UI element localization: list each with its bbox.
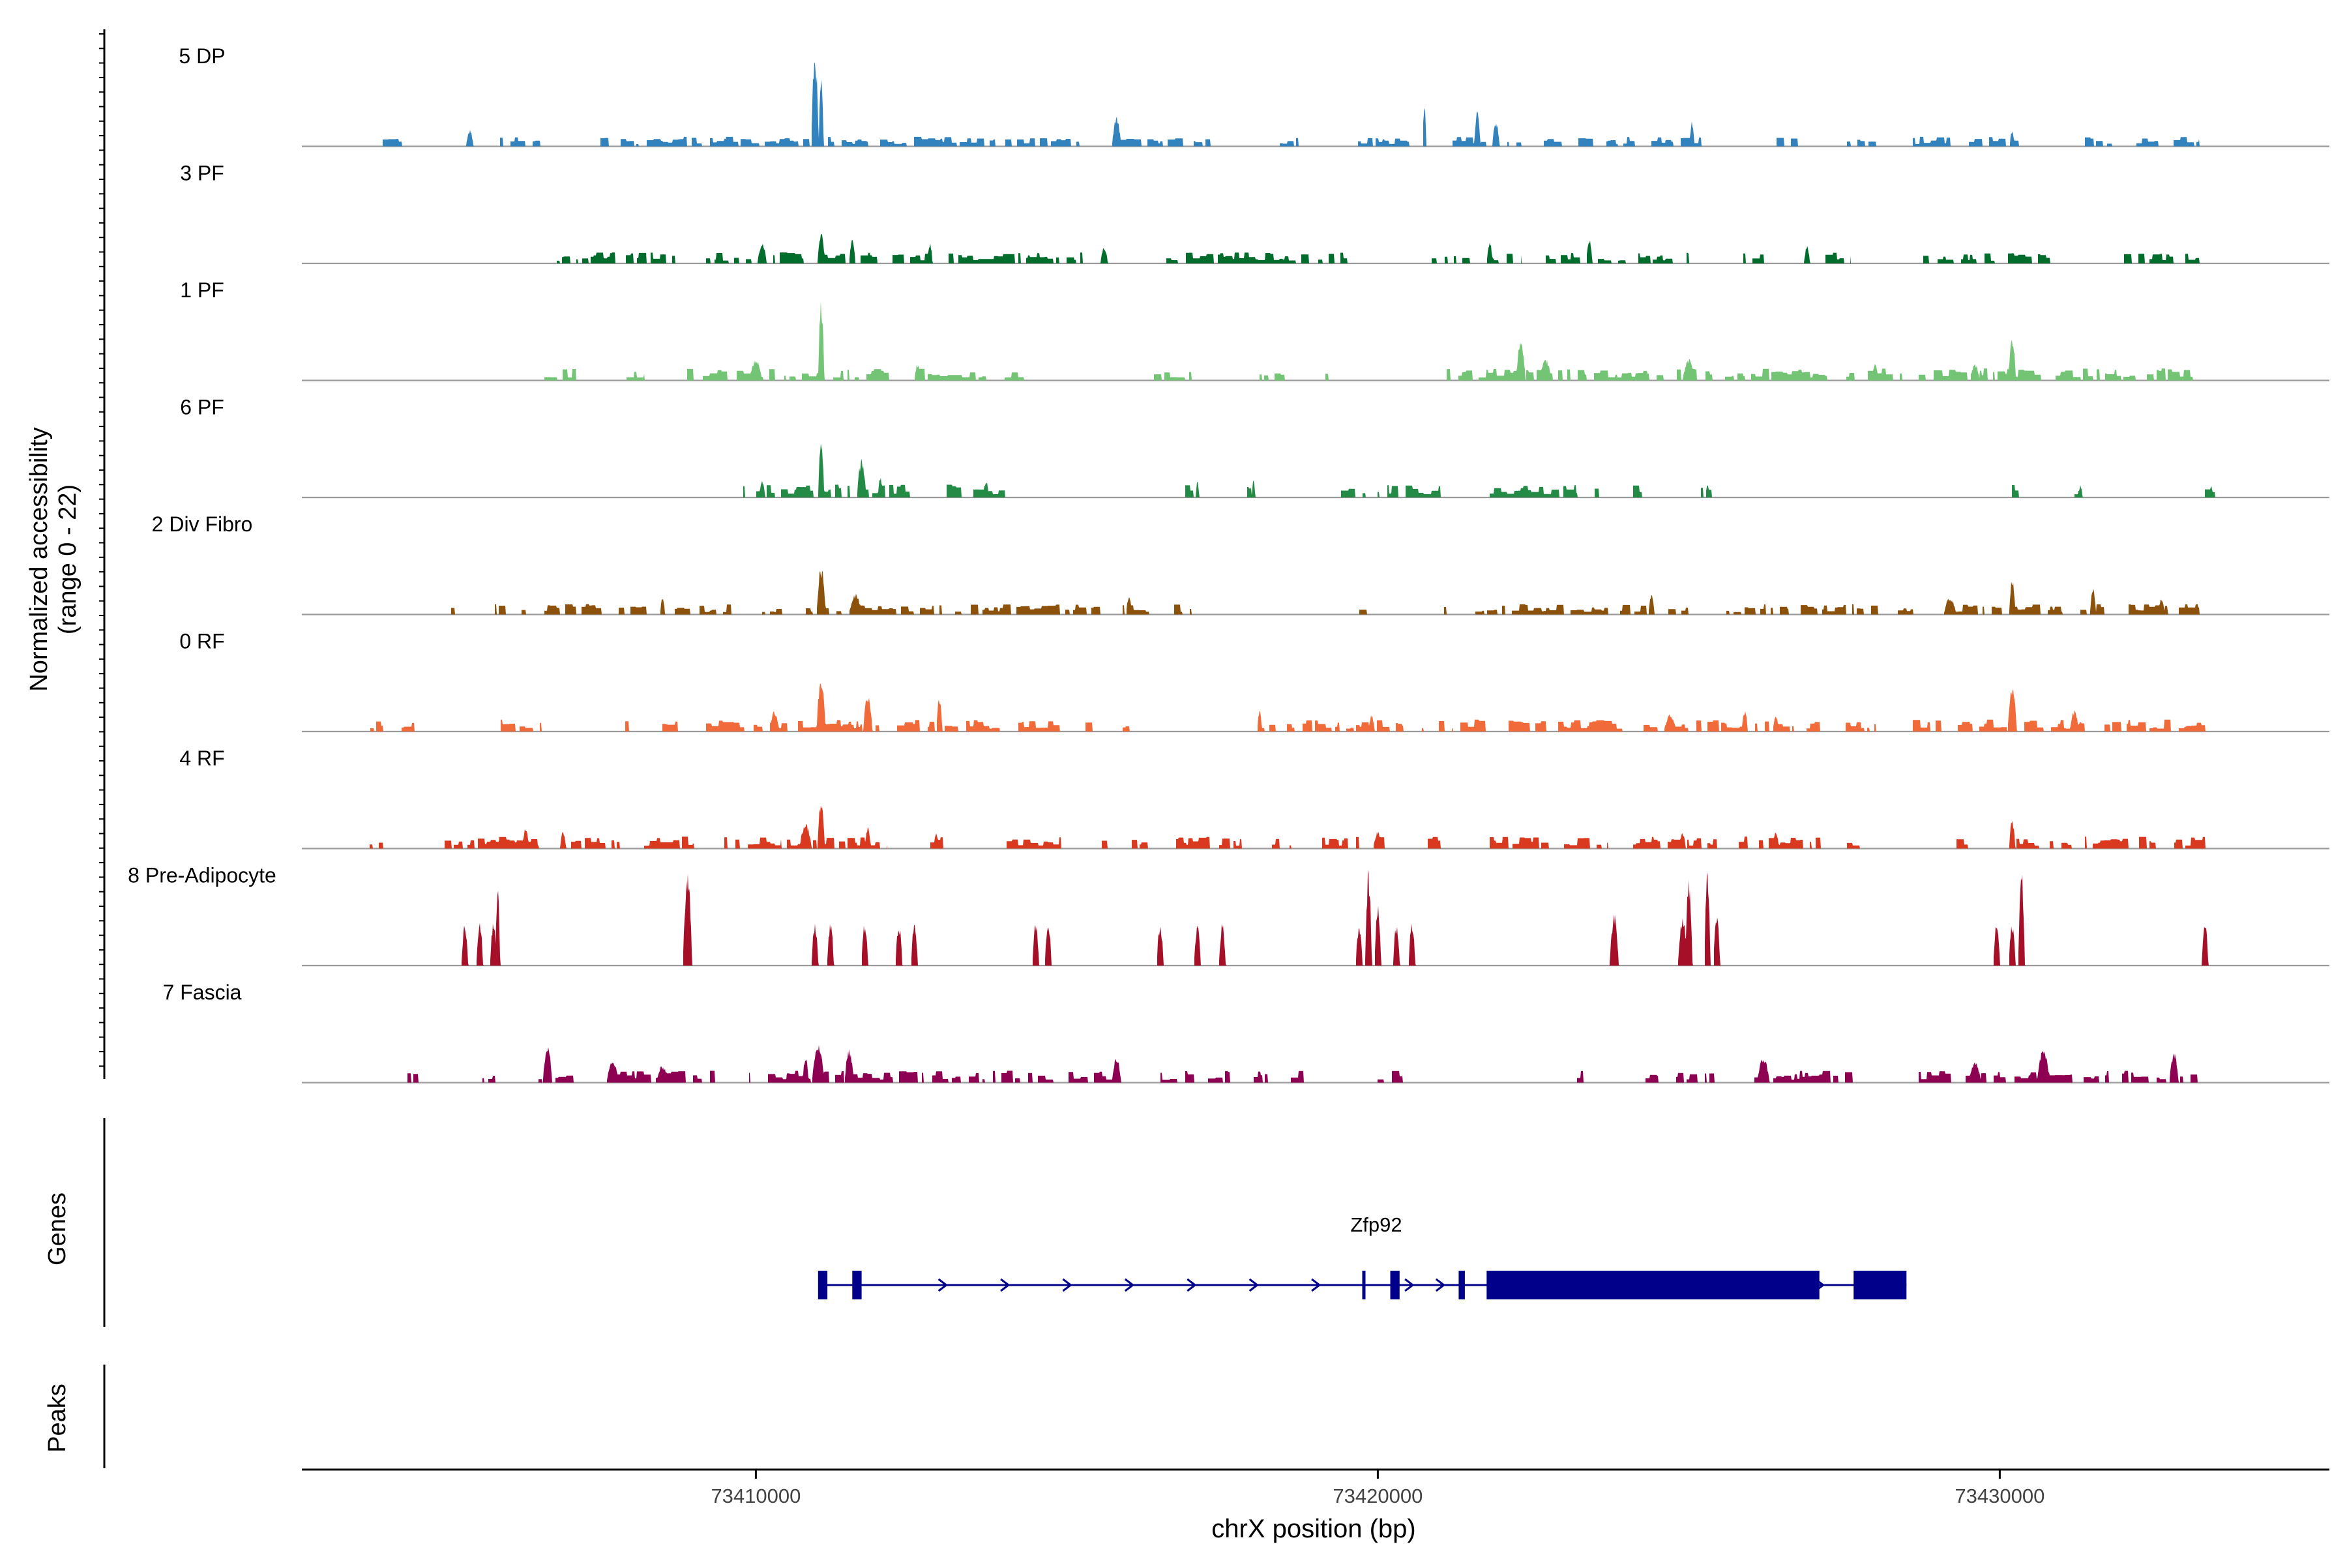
track-label: 1 PF — [180, 278, 224, 302]
gene-name-label: Zfp92 — [1350, 1213, 1402, 1236]
coverage-area — [370, 683, 2206, 732]
x-tick-label: 73430000 — [1955, 1485, 2044, 1507]
track-label: 3 PF — [180, 162, 224, 185]
track-label: 8 Pre-Adipocyte — [128, 864, 276, 887]
gene-exon — [852, 1271, 862, 1299]
track-1-pf: 1 PF — [180, 278, 2329, 381]
strand-arrow — [937, 1278, 949, 1292]
track-label: 2 Div Fibro — [152, 512, 253, 536]
genes-panel-label: Genes — [44, 1192, 71, 1265]
gene-exon — [1362, 1271, 1366, 1299]
peaks-panel-label: Peaks — [44, 1383, 71, 1453]
track-7-fascia: 7 Fascia — [163, 981, 2329, 1084]
strand-arrow — [1124, 1278, 1135, 1292]
track-2-div-fibro: 2 Div Fibro — [152, 512, 2329, 615]
track-label: 6 PF — [180, 396, 224, 419]
gene-exon — [1390, 1271, 1400, 1299]
gene-model-zfp92 — [818, 1271, 1907, 1299]
strand-arrow — [1404, 1278, 1415, 1292]
coverage-area — [451, 570, 2200, 615]
x-tick-label: 73420000 — [1333, 1485, 1423, 1507]
track-label: 5 DP — [179, 44, 225, 68]
coverage-area — [544, 301, 2193, 381]
gene-exon — [1486, 1271, 1820, 1299]
coverage-area — [557, 233, 2200, 263]
gene-exon — [1853, 1271, 1907, 1299]
strand-arrow — [1311, 1278, 1321, 1292]
strand-arrow — [1000, 1278, 1011, 1292]
track-label: 7 Fascia — [163, 981, 242, 1004]
y-axis-label-line1: Normalized accessibility — [25, 427, 53, 691]
track-3-pf: 3 PF — [180, 162, 2329, 265]
coverage-area — [370, 805, 2206, 849]
strand-arrow — [1435, 1278, 1446, 1292]
strand-arrow — [1248, 1278, 1260, 1292]
x-axis-label: chrX position (bp) — [1211, 1515, 1415, 1543]
coverage-area — [743, 443, 2215, 497]
x-tick-label: 73410000 — [711, 1485, 801, 1507]
track-6-pf: 6 PF — [180, 396, 2329, 499]
strand-arrow — [1062, 1278, 1072, 1292]
y-axis-label-line2: (range 0 - 22) — [54, 484, 81, 634]
track-4-rf: 4 RF — [179, 747, 2329, 850]
track-5-dp: 5 DP — [179, 44, 2329, 147]
coverage-area — [462, 870, 2209, 966]
track-0-rf: 0 RF — [179, 630, 2329, 733]
coverage-area — [407, 1044, 2198, 1083]
track-label: 0 RF — [179, 630, 224, 653]
strand-arrow — [1187, 1278, 1197, 1292]
gene-exon — [1458, 1271, 1465, 1299]
gene-exon — [818, 1271, 828, 1299]
track-8-pre-adipocyte: 8 Pre-Adipocyte — [128, 864, 2329, 967]
track-label: 4 RF — [179, 747, 224, 770]
